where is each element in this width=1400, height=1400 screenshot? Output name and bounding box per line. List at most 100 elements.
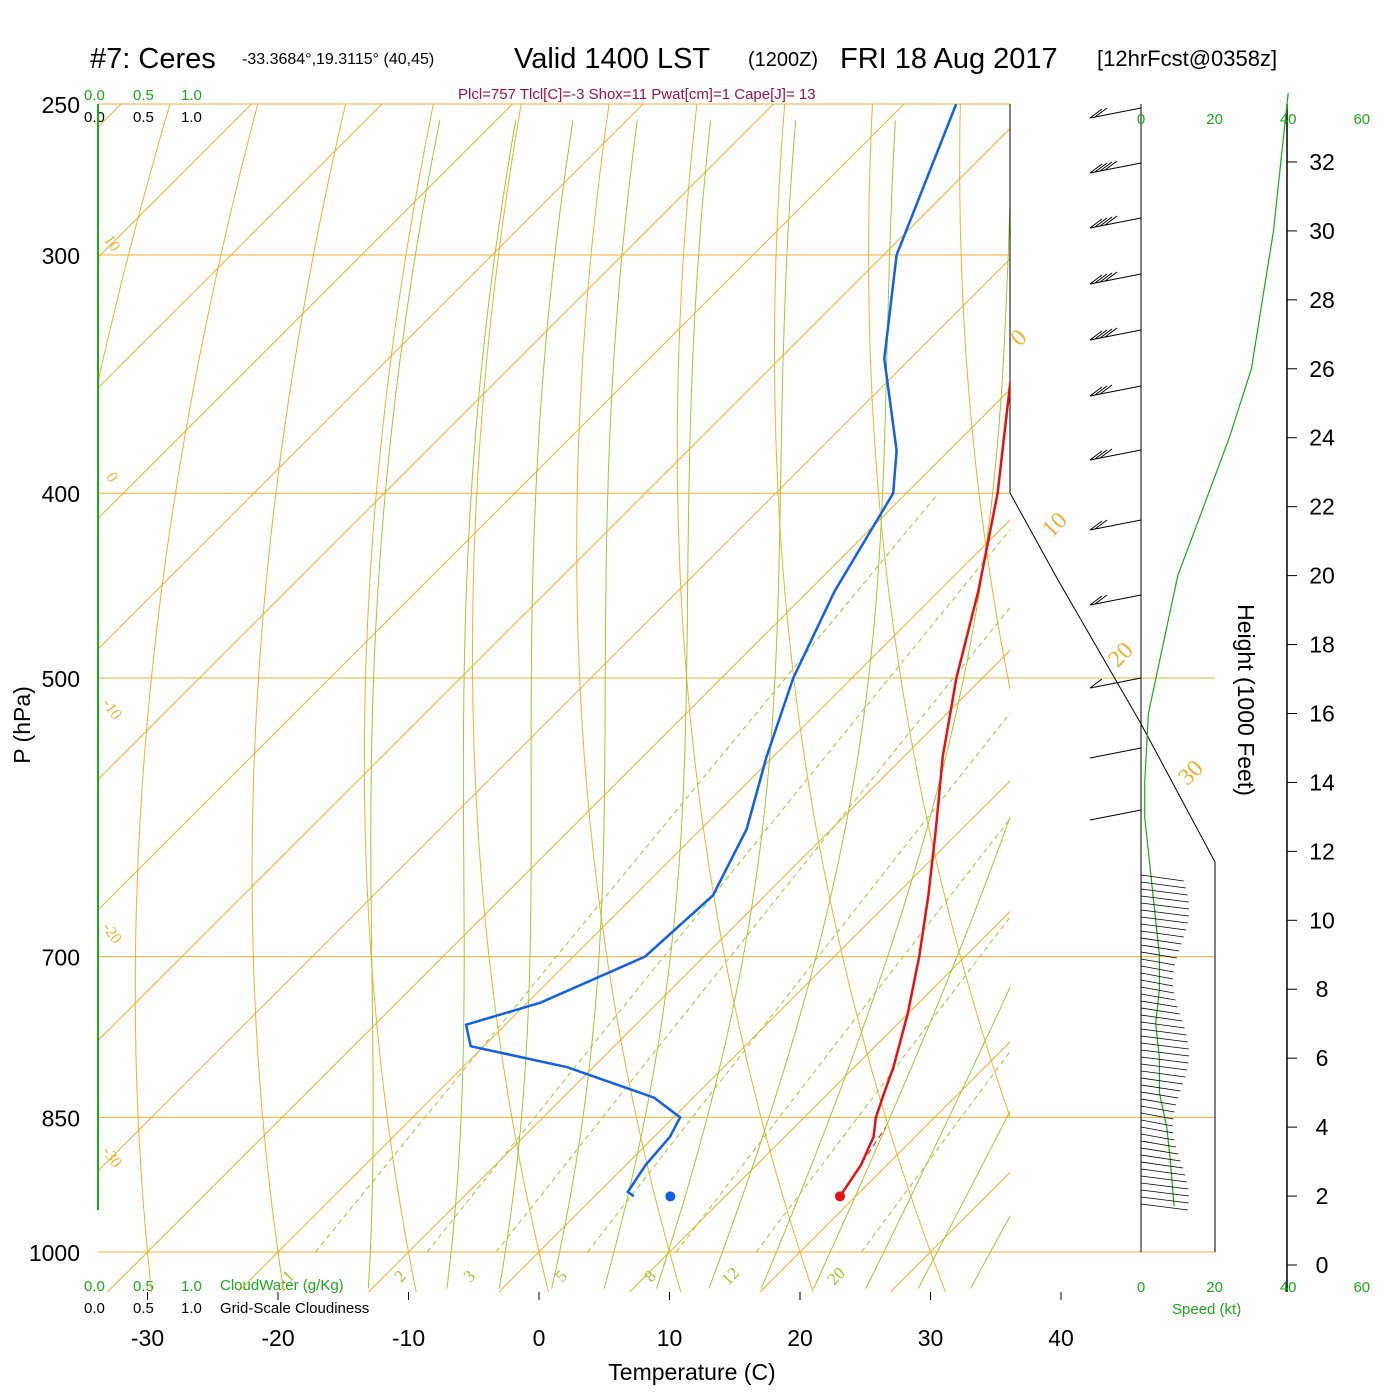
height-tick-label: 32 [1309, 149, 1335, 175]
moist-adiabat [603, 120, 712, 1289]
wind-speed-profile [1144, 92, 1289, 1207]
wind-barb-low [1140, 1077, 1184, 1085]
x-tick-label: -30 [131, 1325, 164, 1351]
wind-barb [1089, 107, 1142, 119]
wind-barb-low [1140, 1091, 1179, 1099]
moist-adiabat [760, 188, 1010, 1289]
cloudiness-label: Grid-Scale Cloudiness [220, 1300, 369, 1317]
dry-adiabat [868, 104, 1010, 1119]
isotherm-label: 10 [100, 232, 123, 255]
moist-adiabat [498, 120, 574, 1289]
wind-barb-low [1140, 923, 1187, 931]
isotherm [98, 104, 383, 389]
x-tick-label: 30 [918, 1325, 944, 1351]
wind-barb-low [1140, 1168, 1186, 1176]
wind-barb-low [1140, 958, 1176, 966]
wind-barb-low [1140, 1035, 1189, 1043]
wind-barb-low [1140, 1161, 1184, 1169]
height-tick-label: 26 [1309, 356, 1335, 382]
height-tick-label: 16 [1309, 700, 1335, 726]
speed-tick-label-top: 0 [1137, 111, 1145, 128]
height-tick-label: 22 [1309, 494, 1335, 520]
isotherm [107, 388, 1010, 1292]
wind-barb-low [1140, 895, 1189, 903]
x-tick-label: -20 [261, 1325, 294, 1351]
top-cloudiness-tick: 0.5 [133, 109, 154, 126]
wind-barb-low [1140, 1203, 1189, 1211]
x-tick-label: 20 [787, 1325, 813, 1351]
isotherm [498, 780, 1010, 1292]
wind-barb-low [1140, 930, 1184, 938]
wind-barb-low [1140, 1119, 1174, 1127]
mixing-ratio-labels: 1 2 3 5 8 12 20 [278, 1263, 848, 1288]
top-cloudwater-tick: 1.0 [181, 87, 202, 104]
dry-adiabat [774, 104, 946, 1292]
mixing-ratio-line [315, 492, 939, 1253]
station-title: #7: Ceres [90, 43, 216, 75]
mixing-ratio-line [861, 1050, 1010, 1253]
speed-tick-label-bottom: 0 [1137, 1279, 1145, 1296]
height-tick-label: 4 [1316, 1114, 1329, 1140]
isotherm [98, 104, 513, 520]
station-coords: -33.3684°,19.3115° (40,45) [242, 51, 434, 68]
height-tick-label: 8 [1316, 976, 1329, 1002]
wind-barb-low [1140, 888, 1188, 896]
pressure-tick-label: 850 [42, 1105, 80, 1131]
x-tick-label: -10 [392, 1325, 425, 1351]
wind-barb-low [1140, 1021, 1185, 1029]
speed-tick-label-top: 40 [1280, 111, 1297, 128]
wind-barb-low [1140, 874, 1184, 882]
wind-barb-low [1140, 972, 1174, 980]
height-tick-label: 0 [1316, 1252, 1329, 1278]
wind-barb-low [1140, 1154, 1181, 1162]
isotherm [98, 104, 905, 911]
moist-adiabat [551, 120, 638, 1289]
upper-boundary [1009, 104, 1216, 1252]
wind-barb-low [1140, 881, 1186, 889]
mixing-ratio-label: 20 [823, 1263, 848, 1288]
top-cloudiness-tick: 0.0 [84, 109, 105, 126]
pressure-tick-label: 250 [42, 92, 80, 118]
top-cloudwater-tick: 0.5 [133, 87, 154, 104]
dry-adiabat [676, 104, 814, 1292]
isotherm [98, 104, 252, 259]
bottom-cloudwater-scale: 0.0 0.5 1.0 CloudWater (g/Kg) [84, 1277, 344, 1295]
wind-speed-label: Speed (kt) [1172, 1301, 1241, 1318]
sounding-profiles [464, 104, 1010, 1202]
top-cloudiness-scale: 0.0 0.5 1.0 [84, 109, 202, 126]
wind-barb-low [1140, 1112, 1174, 1120]
height-tick-label: 6 [1316, 1045, 1329, 1071]
top-cloudiness-tick: 1.0 [181, 109, 202, 126]
moist-adiabat [446, 120, 517, 1289]
x-tick-label: 0 [533, 1325, 546, 1351]
forecast-info: [12hrFcst@0358z] [1097, 46, 1277, 71]
isotherm [1152, 104, 1400, 1292]
wind-barb-low [1140, 1084, 1181, 1092]
mixing-ratio-label: 5 [551, 1266, 570, 1285]
wind-barb-low [1140, 1126, 1174, 1134]
height-axis-label: Height (1000 Feet) [1233, 604, 1259, 796]
speed-tick-label-top: 20 [1206, 111, 1223, 128]
mixing-ratio-label: 12 [718, 1263, 743, 1288]
dry-adiabat-lines [98, 104, 1010, 1292]
dry-adiabat [959, 104, 1010, 692]
bottom-cloudwater-tick: 0.0 [84, 1278, 105, 1295]
top-cloudwater-scale: 0.0 0.5 1.0 [84, 87, 202, 104]
speed-tick-label-bottom: 40 [1280, 1279, 1297, 1296]
wind-barb-low [1140, 937, 1182, 945]
y-axis-label: P (hPa) [9, 686, 35, 764]
surface-temperature-dot [834, 1191, 845, 1202]
dry-adiabat [363, 104, 434, 1292]
moist-adiabat [656, 120, 797, 1289]
axes: -30 -20 -10 0 10 20 30 402503004005007008501000… [29, 92, 1335, 1351]
moist-adiabat [367, 120, 441, 1289]
pressure-tick-label: 700 [42, 945, 80, 971]
mixing-ratio-line [426, 528, 1010, 1253]
wind-barb [1089, 677, 1142, 689]
mixing-ratio-label: 3 [460, 1266, 479, 1285]
wind-barb-low [1140, 1189, 1190, 1197]
wind-barb-low [1140, 1182, 1189, 1190]
